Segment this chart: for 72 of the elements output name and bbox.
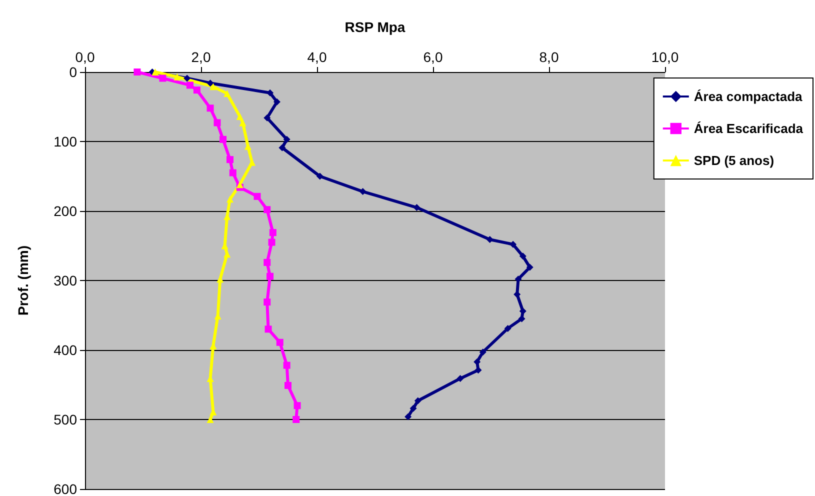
point: [264, 114, 271, 122]
point: [220, 136, 227, 143]
y-tick-label: 300: [54, 272, 78, 288]
point: [269, 229, 276, 236]
point: [283, 136, 290, 143]
point: [134, 68, 141, 76]
point: [404, 413, 412, 420]
point: [236, 112, 244, 120]
point: [236, 181, 244, 188]
point: [264, 326, 272, 333]
point: [193, 86, 200, 94]
point: [284, 382, 292, 389]
y-tick-label: 100: [54, 134, 78, 150]
y-tick-label: 400: [54, 342, 78, 358]
point: [294, 402, 301, 410]
point: [266, 272, 274, 280]
legend-label: SPD (5 anos): [694, 153, 774, 168]
legend-label: Área Escarificada: [694, 121, 804, 136]
point: [359, 188, 366, 196]
point: [268, 238, 276, 246]
x-tick-label: 10,0: [651, 49, 679, 65]
y-tick-label: 500: [54, 412, 78, 428]
point: [152, 68, 159, 76]
point: [206, 80, 214, 87]
y-tick-label: 0: [69, 64, 78, 80]
point: [239, 119, 246, 126]
point: [474, 366, 482, 374]
point: [276, 338, 284, 346]
point: [278, 144, 286, 152]
point: [264, 258, 271, 266]
point: [283, 362, 290, 369]
x-tick-label: 8,0: [539, 49, 559, 65]
point: [519, 252, 526, 260]
x-tick-label: 0,0: [75, 49, 95, 65]
point: [273, 98, 280, 106]
point: [229, 169, 236, 176]
x-tick-label: 2,0: [191, 49, 211, 65]
point: [206, 416, 214, 423]
point: [264, 298, 271, 306]
point: [224, 90, 231, 98]
point: [413, 204, 420, 212]
point: [410, 404, 417, 412]
point: [456, 374, 464, 382]
point: [510, 240, 517, 248]
point: [264, 206, 271, 214]
legend-label: Área compactada: [694, 89, 804, 104]
point: [159, 74, 166, 82]
point: [474, 358, 481, 366]
point: [254, 192, 261, 200]
y-tick-label: 600: [54, 481, 78, 496]
x-tick-label: 4,0: [307, 49, 327, 65]
point: [174, 73, 181, 80]
point: [184, 74, 191, 82]
point: [292, 416, 300, 423]
point: [518, 315, 526, 322]
point: [226, 196, 234, 203]
point: [486, 236, 494, 243]
point: [526, 264, 534, 271]
point: [414, 397, 422, 404]
point: [504, 324, 512, 332]
point: [226, 156, 234, 164]
point: [206, 104, 214, 112]
point: [214, 119, 221, 126]
y-axis-title: Prof. (mm): [15, 246, 31, 316]
point: [479, 348, 486, 356]
point: [266, 89, 274, 96]
point: [210, 83, 217, 90]
y-tick-label: 200: [54, 203, 78, 219]
x-tick-label: 6,0: [423, 49, 443, 65]
x-axis-title: RSP Mpa: [344, 19, 406, 35]
point: [316, 172, 324, 180]
point: [186, 82, 194, 89]
